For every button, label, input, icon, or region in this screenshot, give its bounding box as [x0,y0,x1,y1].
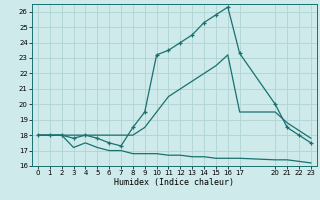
X-axis label: Humidex (Indice chaleur): Humidex (Indice chaleur) [115,178,234,187]
